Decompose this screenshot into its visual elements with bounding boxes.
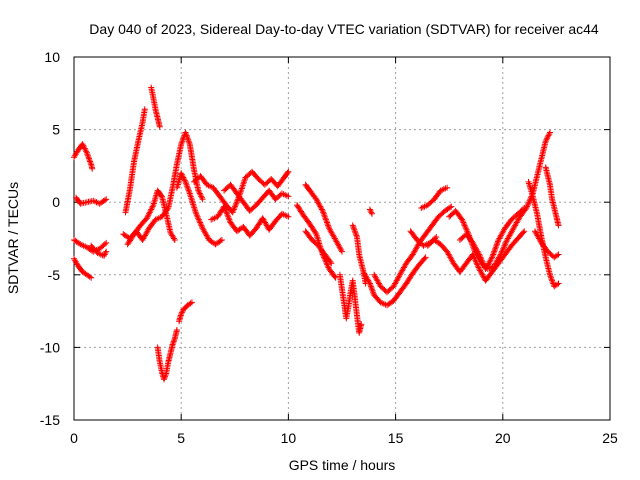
- y-tick-labels: -15 -10 -5 0 5 10: [40, 49, 60, 428]
- x-tick-label: 10: [281, 430, 297, 446]
- data-series-markers: [71, 84, 562, 383]
- y-axis-label: SDTVAR / TECUs: [5, 182, 21, 294]
- x-tick-labels: 0 5 10 15 20 25: [70, 430, 618, 446]
- plot-frame: [73, 56, 611, 421]
- x-axis-label: GPS time / hours: [289, 457, 396, 473]
- x-tick-label: 5: [177, 430, 185, 446]
- y-tick-label: -10: [40, 339, 60, 355]
- grid-lines: [74, 57, 610, 420]
- x-tick-label: 25: [602, 430, 618, 446]
- x-tick-label: 0: [70, 430, 78, 446]
- y-tick-label: 5: [52, 122, 60, 138]
- chart-title: Day 040 of 2023, Sidereal Day-to-day VTE…: [89, 21, 599, 37]
- axis-ticks: [73, 56, 611, 421]
- y-tick-label: -5: [48, 267, 61, 283]
- x-tick-label: 20: [495, 430, 511, 446]
- x-tick-label: 15: [388, 430, 404, 446]
- y-tick-label: -15: [40, 412, 60, 428]
- data-points: [71, 84, 562, 383]
- y-tick-label: 10: [44, 49, 60, 65]
- y-tick-label: 0: [52, 194, 60, 210]
